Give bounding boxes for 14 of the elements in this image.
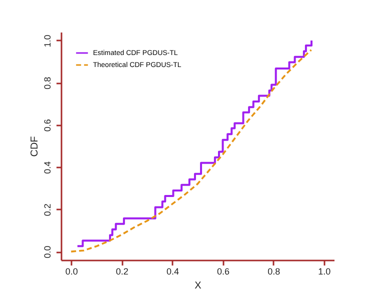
x-tick-label: 0.4 (166, 266, 179, 276)
x-tick-label: 1.0 (318, 266, 331, 276)
y-axis-title: CDF (30, 136, 40, 157)
x-axis-title: X (194, 280, 202, 292)
y-tick-label: 0.8 (42, 76, 52, 90)
x-tick-label: 0.8 (268, 266, 280, 276)
y-tick-label: 1.0 (42, 34, 52, 48)
x-tick-label: 0.2 (116, 266, 128, 276)
x-tick-label: 0.0 (65, 266, 78, 276)
y-tick-label: 0.4 (42, 161, 52, 174)
y-tick-label: 0.2 (42, 204, 52, 216)
y-tick-label: 0.6 (42, 119, 52, 132)
y-tick-label: 0.0 (42, 246, 52, 258)
x-tick-label: 0.6 (217, 266, 230, 276)
